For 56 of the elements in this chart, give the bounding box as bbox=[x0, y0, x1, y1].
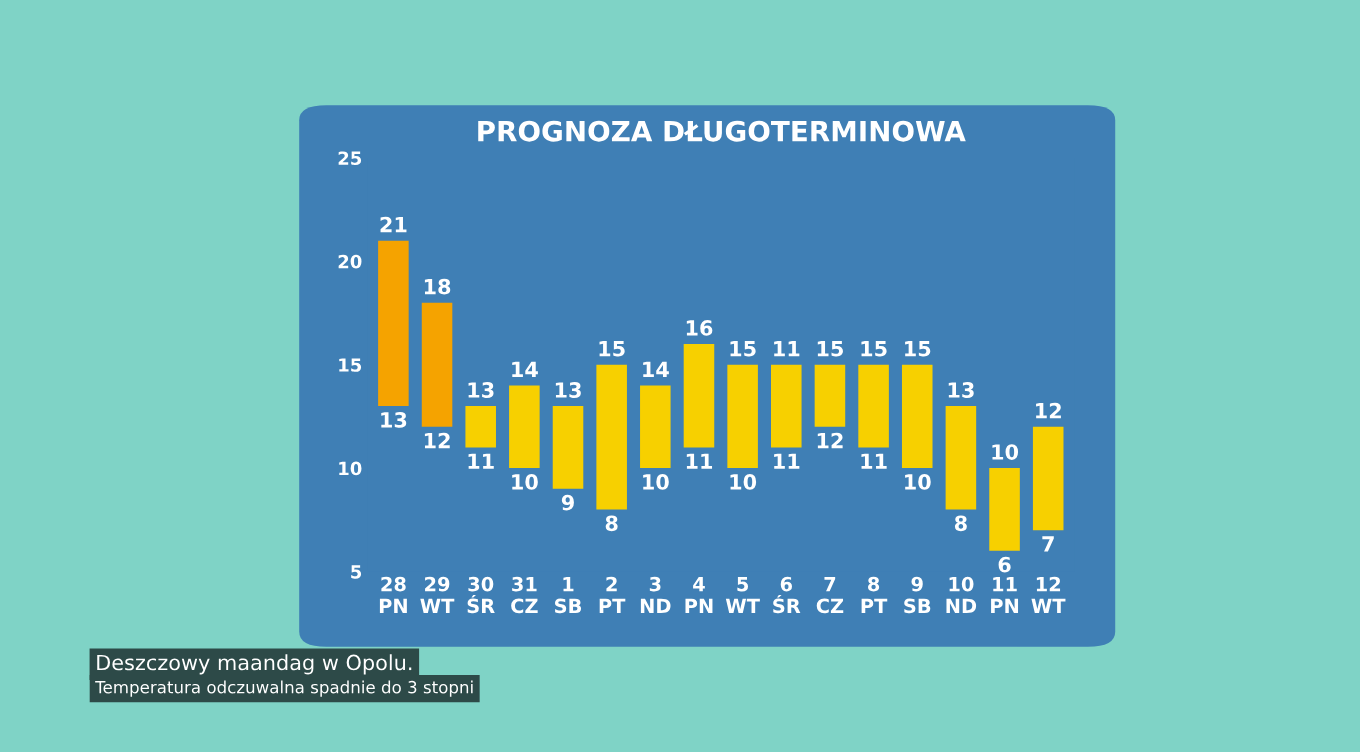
annotation: 11 bbox=[774, 453, 800, 469]
x-tick-label: 30 ŚR bbox=[467, 576, 495, 614]
data-label: 13 bbox=[948, 382, 974, 398]
x-tick-label: 8 PT bbox=[861, 576, 888, 613]
data-label: 16 bbox=[686, 320, 713, 336]
data-label: 12 bbox=[1036, 402, 1061, 419]
annotation: 11 bbox=[686, 453, 713, 469]
annotation: 8 bbox=[605, 515, 618, 532]
annotation: 9 bbox=[561, 494, 574, 511]
annotation: 13 bbox=[381, 412, 407, 428]
data-label: 13 bbox=[468, 382, 494, 398]
y-tick-label: 15 bbox=[339, 358, 362, 372]
annotation: 12 bbox=[424, 432, 450, 449]
data-label: 18 bbox=[424, 278, 451, 295]
data-label: 15 bbox=[905, 341, 931, 357]
x-tick-label: 9 SB bbox=[904, 576, 931, 614]
x-tick-label: 12 WT bbox=[1031, 576, 1066, 613]
x-tick-label: 2 PT bbox=[599, 576, 626, 613]
x-tick-label: 31 CZ bbox=[511, 576, 538, 614]
data-label: 21 bbox=[380, 216, 407, 233]
data-label: 15 bbox=[861, 341, 887, 357]
data-label: 15 bbox=[599, 341, 625, 357]
annotation: 10 bbox=[905, 474, 931, 490]
data-label: 14 bbox=[512, 361, 538, 377]
x-tick-label: 29 WT bbox=[420, 576, 455, 613]
y-tick-label: 5 bbox=[351, 565, 362, 579]
annotation: 10 bbox=[730, 474, 757, 490]
data-label: 10 bbox=[992, 444, 1019, 460]
x-tick-label: 4 PN bbox=[685, 576, 713, 613]
data-label: 15 bbox=[730, 341, 756, 357]
annotation: 10 bbox=[643, 474, 669, 490]
annotation: 6 bbox=[998, 556, 1011, 573]
annotation: 7 bbox=[1042, 536, 1054, 552]
text: Temperatura odczuwalna spadnie do 3 stopni bbox=[95, 680, 473, 697]
x-tick-label: 10 ND bbox=[946, 576, 977, 613]
x-tick-label: 11 PN bbox=[991, 576, 1019, 613]
annotation: 12 bbox=[817, 432, 843, 449]
x-tick-label: 1 SB bbox=[554, 576, 582, 614]
data-label: 13 bbox=[555, 382, 581, 398]
x-tick-label: 6 ŚR bbox=[773, 576, 801, 614]
y-tick-label: 10 bbox=[339, 461, 362, 476]
y-tick-label: 25 bbox=[338, 151, 362, 166]
chart-title: PROGNOZA DŁUGOTERMINOWA bbox=[478, 120, 966, 142]
annotation: 11 bbox=[468, 453, 494, 469]
annotation: 11 bbox=[861, 453, 887, 469]
data-label: 15 bbox=[817, 341, 843, 357]
x-tick-label: 28 PN bbox=[379, 576, 407, 613]
annotation: 8 bbox=[954, 515, 967, 532]
annotation: 10 bbox=[512, 474, 538, 490]
x-tick-label: 7 CZ bbox=[816, 576, 844, 614]
text: Deszczowy maandag w Opolu. bbox=[97, 654, 412, 675]
x-tick-label: 3 ND bbox=[640, 576, 671, 613]
y-tick-label: 20 bbox=[338, 254, 362, 269]
annotation: 11 bbox=[774, 341, 800, 357]
x-tick-label: 5 WT bbox=[725, 576, 760, 613]
data-label: 14 bbox=[643, 361, 669, 377]
